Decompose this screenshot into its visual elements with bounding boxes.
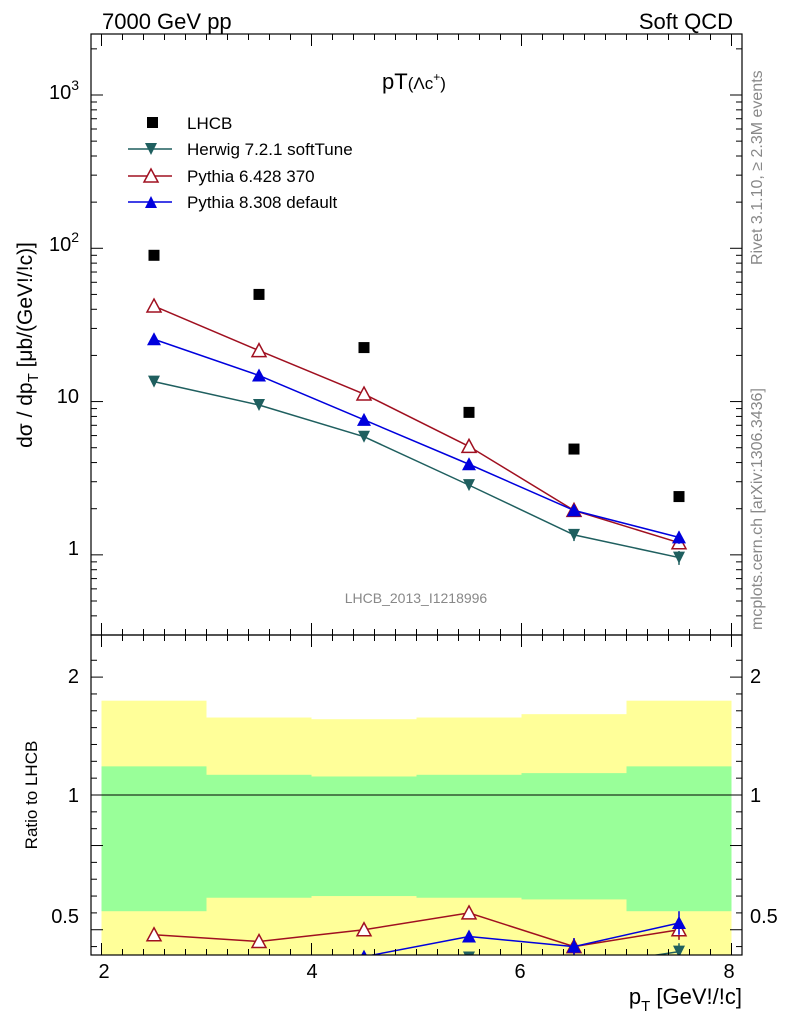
ratio-point-herwig-7-2-1-softtune	[253, 976, 265, 988]
series-line-herwig-7-2-1-softtune	[153, 380, 680, 559]
ratio-point-pythia-8-308-default	[147, 960, 161, 973]
main-y-axis-label: dσ / dpT [μb/(GeV!/!c)]	[14, 242, 42, 448]
main-y-tick-label-1000: 103	[49, 77, 79, 104]
x-tick-label-6: 6	[514, 961, 525, 983]
legend: LHCB Herwig 7.2.1 softTune Pythia 6.428 …	[128, 114, 353, 212]
ratio-point-herwig-7-2-1-softtune	[148, 983, 160, 995]
analysis-watermark: LHCB_2013_I1218996	[345, 590, 488, 606]
data-point-pythia-6-428-370	[145, 297, 163, 313]
data-point-lhcb	[463, 406, 475, 418]
data-point-herwig-7-2-1-softtune	[253, 398, 265, 411]
ratio-point-pythia-8-308-default	[252, 956, 266, 969]
legend-marker-pythia8	[145, 196, 157, 208]
ratio-point-herwig-7-2-1-softtune	[568, 961, 580, 973]
main-series-layer	[145, 249, 688, 565]
x-tick-label-4: 4	[306, 961, 317, 983]
mcplots-reference-text: mcplots.cern.ch [arXiv:1306.3436]	[749, 388, 766, 630]
band-green-bin	[311, 776, 417, 897]
main-y-tick-labels: 1 10 102 103	[49, 77, 79, 560]
ratio-series-layer	[145, 904, 688, 995]
data-point-herwig-7-2-1-softtune	[463, 479, 475, 492]
data-point-lhcb	[673, 491, 685, 503]
ratio-y-tick-label-2-right: 2	[750, 666, 761, 688]
band-green-bin	[626, 766, 732, 912]
band-green-bin	[101, 766, 207, 912]
legend-label-pythia6: Pythia 6.428 370	[187, 167, 315, 186]
data-point-pythia-8-308-default	[147, 332, 161, 346]
series-line-pythia-8-308-default	[153, 338, 680, 539]
legend-label-herwig: Herwig 7.2.1 softTune	[187, 140, 353, 159]
legend-label-pythia8: Pythia 8.308 default	[187, 193, 338, 212]
ratio-point-pythia-8-308-default	[462, 929, 476, 943]
data-point-herwig-7-2-1-softtune	[568, 528, 580, 541]
ratio-plot-frame	[90, 634, 743, 956]
legend-entry-herwig: Herwig 7.2.1 softTune	[128, 140, 353, 159]
ratio-line-pythia-6-428-370	[153, 912, 680, 948]
legend-marker-pythia6	[142, 167, 160, 183]
ratio-point-pythia-6-428-370	[460, 904, 478, 920]
legend-label-lhcb: LHCB	[187, 114, 232, 133]
data-point-lhcb	[253, 288, 265, 300]
ratio-point-pythia-8-308-default	[672, 916, 686, 929]
x-tick-label-2: 2	[98, 961, 109, 983]
data-point-lhcb	[358, 342, 370, 354]
ratio-line-herwig-7-2-1-softtune	[651, 950, 680, 955]
ratio-uncertainty-bands	[101, 700, 732, 955]
ratio-line-pythia-8-308-default	[368, 922, 680, 955]
main-y-tick-label-1: 1	[68, 538, 79, 560]
data-point-lhcb	[568, 443, 580, 455]
data-point-pythia-8-308-default	[672, 530, 686, 544]
data-point-pythia-6-428-370	[355, 385, 373, 401]
ratio-point-pythia-8-308-default	[361, 949, 367, 955]
data-point-pythia-8-308-default	[252, 368, 266, 382]
ratio-point-herwig-7-2-1-softtune	[463, 951, 475, 955]
legend-entry-pythia8: Pythia 8.308 default	[128, 193, 338, 212]
main-y-tick-label-100: 102	[49, 229, 79, 256]
data-point-pythia-6-428-370	[460, 437, 478, 454]
ratio-y-tick-label-1-right: 1	[750, 785, 761, 807]
ratio-y-tick-label-1-left: 1	[68, 785, 79, 807]
ratio-panel: 0.5 1 2 0.5 1 2 Ratio to LHCB 2 4 6 8 pT…	[22, 634, 778, 1015]
ratio-point-pythia-8-308-default	[567, 939, 581, 953]
x-tick-label-8: 8	[723, 961, 734, 983]
ratio-point-pythia-6-428-370	[355, 921, 373, 937]
legend-entry-lhcb: LHCB	[147, 114, 232, 133]
legend-marker-herwig	[145, 143, 157, 155]
ratio-point-herwig-7-2-1-softtune	[358, 964, 370, 976]
band-green-bin	[206, 774, 312, 898]
data-point-pythia-6-428-370	[250, 342, 268, 358]
ratio-point-pythia-6-428-370	[250, 932, 268, 949]
header-right-text: Soft QCD	[639, 9, 733, 34]
ratio-axis-ticks	[91, 635, 742, 955]
data-point-lhcb	[148, 249, 160, 261]
ratio-point-pythia-6-428-370	[145, 926, 163, 942]
ratio-y-tick-label-0.5-left: 0.5	[51, 906, 79, 928]
data-point-pythia-8-308-default	[567, 503, 581, 517]
main-axis-ticks	[91, 34, 742, 636]
main-panel: 1 10 102 103 dσ / dpT [μb/(GeV!/!c)] pT(…	[14, 33, 743, 636]
legend-entry-pythia6: Pythia 6.428 370	[128, 167, 315, 186]
data-point-pythia-8-308-default	[462, 457, 476, 471]
chart-title: pT(Λc+)	[382, 69, 446, 94]
data-point-herwig-7-2-1-softtune	[358, 430, 370, 443]
ratio-y-tick-label-2-left: 2	[68, 666, 79, 688]
band-green-bin	[521, 773, 627, 900]
ratio-point-herwig-7-2-1-softtune	[673, 945, 685, 955]
ratio-y-tick-label-0.5-right: 0.5	[750, 906, 778, 928]
series-line-pythia-6-428-370	[153, 305, 680, 544]
main-y-tick-label-10: 10	[57, 386, 79, 408]
legend-marker-lhcb	[147, 117, 158, 128]
header-left-text: 7000 GeV pp	[102, 9, 232, 34]
rivet-version-text: Rivet 3.1.10, ≥ 2.3M events	[749, 70, 766, 265]
ratio-y-axis-label: Ratio to LHCB	[22, 741, 41, 850]
data-point-herwig-7-2-1-softtune	[148, 375, 160, 388]
band-green-bin	[416, 774, 522, 898]
x-axis-label: pT [GeV!/!c]	[629, 984, 742, 1015]
data-point-pythia-8-308-default	[357, 412, 371, 426]
data-point-herwig-7-2-1-softtune	[673, 551, 685, 564]
